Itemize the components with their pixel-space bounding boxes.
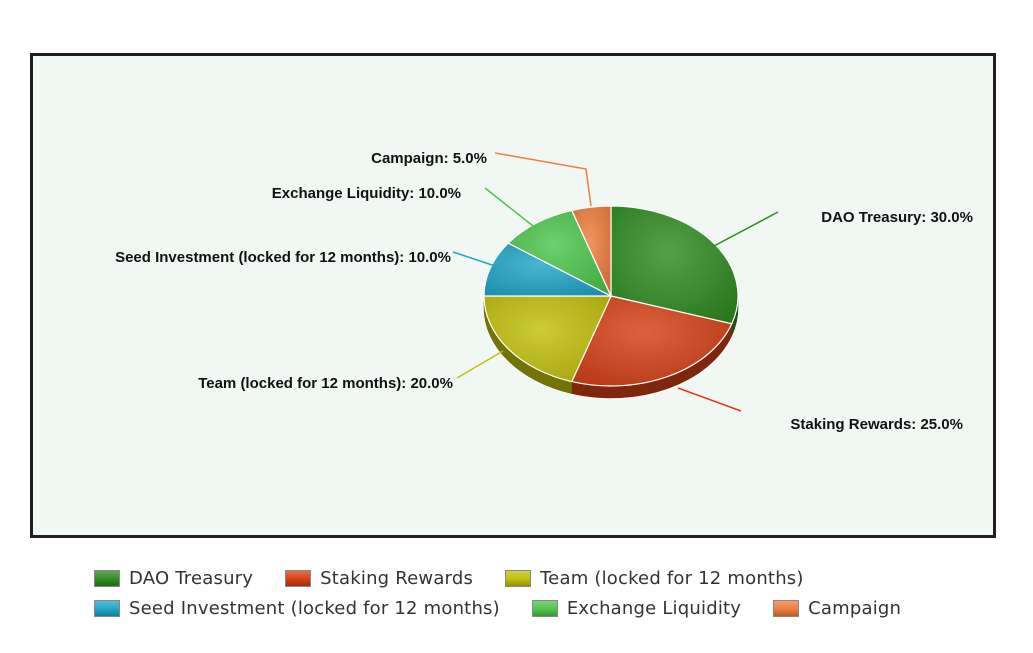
pie-slice-dao-treasury[interactable]: [610, 205, 739, 325]
leader-line: [452, 251, 496, 267]
pie-slice-staking-rewards[interactable]: [570, 295, 733, 387]
leader-line: [713, 211, 779, 247]
legend-label: Staking Rewards: [320, 567, 474, 589]
legend-item-exchange-liquidity[interactable]: Exchange Liquidity: [531, 597, 742, 619]
pie-slice-team-locked-for-12-months[interactable]: [483, 295, 612, 383]
legend-row: Seed Investment (locked for 12 months) E…: [94, 593, 974, 623]
leader-line: [677, 387, 742, 412]
legend-swatch: [94, 569, 120, 587]
slice-label: Campaign: 5.0%: [371, 150, 487, 167]
pie-slice-seed-investment-locked-for-12-months[interactable]: [483, 242, 612, 297]
legend-item-team[interactable]: Team (locked for 12 months): [505, 568, 804, 589]
legend: DAO Treasury Staking Rewards Team (locke…: [94, 563, 974, 623]
leader-line: [484, 187, 534, 227]
legend-label: Campaign: [808, 597, 902, 619]
leader-line: [456, 350, 504, 379]
legend-label: Team (locked for 12 months): [540, 567, 804, 589]
legend-swatch: [531, 599, 558, 617]
legend-swatch: [285, 569, 312, 587]
legend-swatch: [505, 569, 532, 587]
legend-label: Exchange Liquidity: [566, 597, 742, 619]
pie-slice-campaign[interactable]: [570, 205, 612, 297]
slice-label: Exchange Liquidity: 10.0%: [272, 185, 461, 202]
slice-label: Seed Investment (locked for 12 months): …: [115, 249, 451, 266]
slice-label: Team (locked for 12 months): 20.0%: [198, 375, 453, 392]
legend-label: DAO Treasury: [129, 567, 254, 589]
legend-item-seed-investment[interactable]: Seed Investment (locked for 12 months): [94, 598, 500, 619]
legend-swatch: [94, 599, 120, 617]
leader-line: [494, 152, 592, 207]
legend-swatch: [773, 599, 800, 617]
legend-row: DAO Treasury Staking Rewards Team (locke…: [94, 563, 974, 593]
pie-chart: DAO Treasury: 30.0% Staking Rewards: 25.0…: [115, 150, 973, 433]
slice-label: Staking Rewards: 25.0%: [790, 416, 963, 433]
legend-label: Seed Investment (locked for 12 months): [129, 597, 500, 619]
legend-item-dao-treasury[interactable]: DAO Treasury: [94, 568, 253, 589]
legend-item-campaign[interactable]: Campaign: [773, 598, 901, 619]
pie-slice-exchange-liquidity[interactable]: [507, 209, 613, 298]
plot-area: DAO Treasury: 30.0% Staking Rewards: 25.0…: [30, 53, 996, 538]
slice-label: DAO Treasury: 30.0%: [821, 209, 973, 226]
legend-item-staking-rewards[interactable]: Staking Rewards: [285, 568, 473, 589]
